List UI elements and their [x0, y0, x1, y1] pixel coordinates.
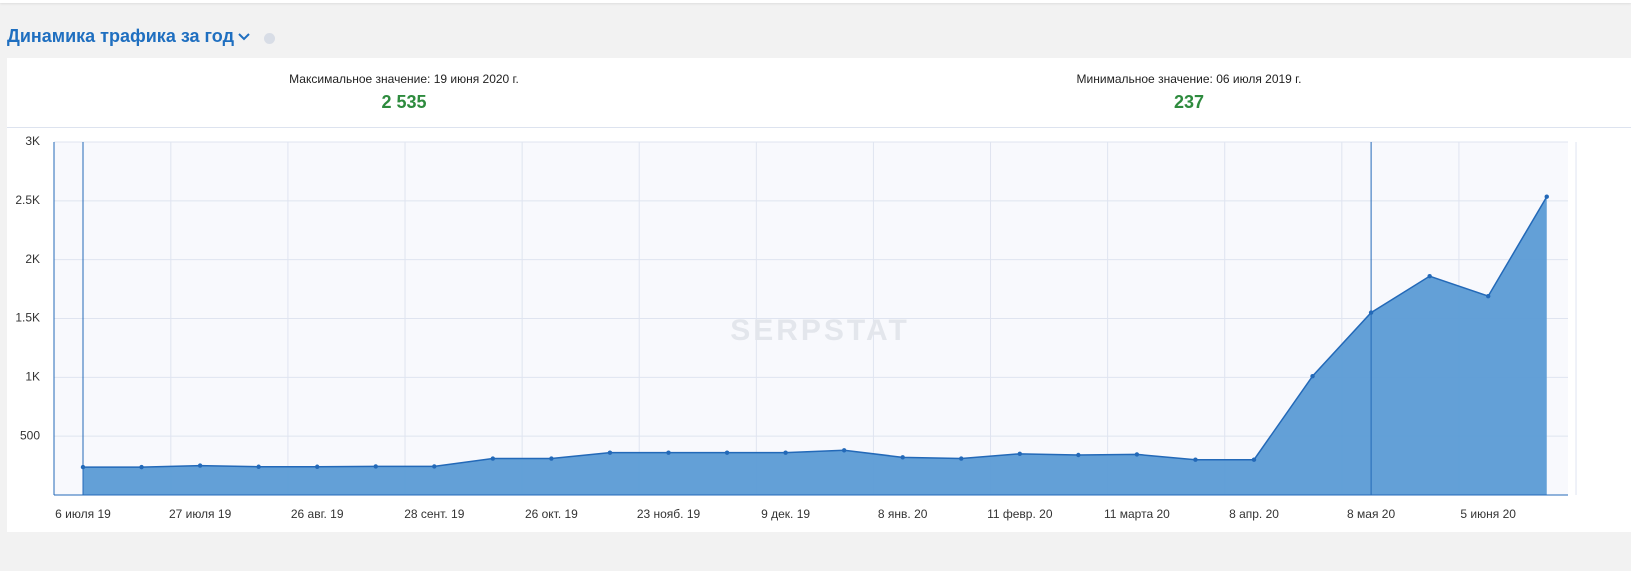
point [1310, 373, 1315, 379]
point [1486, 293, 1491, 299]
section-title[interactable]: Динамика трафика за год [7, 26, 234, 46]
x-tick-label: 9 дек. 19 [761, 507, 810, 521]
watermark: SERPSTAT [730, 314, 910, 347]
chevron[interactable] [238, 32, 250, 42]
x-tick-label: 26 окт. 19 [525, 507, 578, 521]
point [1017, 451, 1022, 457]
x-tick-label: 6 июля 19 [55, 507, 111, 521]
point [724, 450, 730, 455]
y-tick-label: 500 [20, 428, 40, 442]
x-tick-label: 8 янв. 20 [878, 507, 928, 521]
summary-value: 237 [1173, 92, 1205, 112]
min-summary: Минимальное значение: 06 июля 2019 г. 23… [989, 72, 1389, 113]
x-tick-label: 8 мая 20 [1347, 507, 1395, 521]
point [1427, 273, 1432, 279]
point [1193, 457, 1198, 462]
line [83, 196, 1548, 468]
x-tick-label: 11 марта 20 [1104, 507, 1170, 521]
point [315, 464, 320, 469]
point [256, 464, 261, 469]
x-tick-label: 26 авг. 19 [291, 507, 344, 521]
point [490, 456, 496, 461]
point [959, 456, 964, 461]
point [1251, 457, 1257, 462]
point [139, 464, 144, 470]
area [83, 196, 1547, 495]
separator [7, 127, 1631, 128]
summary-label: Максимальное значение: 19 июня 2020 г. [289, 72, 519, 86]
point [1134, 452, 1140, 457]
point [197, 463, 203, 468]
point [432, 464, 437, 469]
summary-label: Минимальное значение: 06 июля 2019 г. [1076, 72, 1302, 86]
point [1076, 452, 1081, 458]
x-tick-label: 27 июля 19 [169, 507, 232, 521]
point [1544, 194, 1549, 199]
x-tick-label: 5 июня 20 [1460, 507, 1516, 521]
max-summary: Максимальное значение: 19 июня 2020 г. 2… [204, 72, 604, 113]
info-icon[interactable] [264, 33, 275, 44]
x-tick-label: 28 сент. 19 [404, 507, 464, 521]
summary-value: 2 535 [381, 92, 427, 112]
x-tick-label: 8 апр. 20 [1229, 507, 1279, 521]
point [666, 450, 671, 455]
top-card [0, 0, 1631, 3]
x-tick-label: 11 февр. 20 [987, 507, 1053, 521]
y-tick-label: 2.5K [15, 193, 40, 207]
point [549, 456, 554, 461]
y-tick-label: 2K [25, 252, 40, 266]
x-tick-label: 23 нояб. 19 [637, 507, 701, 521]
point [607, 450, 613, 455]
y-tick-label: 3K [25, 134, 40, 148]
point [841, 448, 847, 453]
point [900, 455, 905, 460]
point [783, 450, 788, 455]
y-tick-label: 1.5K [15, 311, 40, 325]
point [373, 464, 378, 469]
y-tick-label: 1K [25, 370, 40, 384]
